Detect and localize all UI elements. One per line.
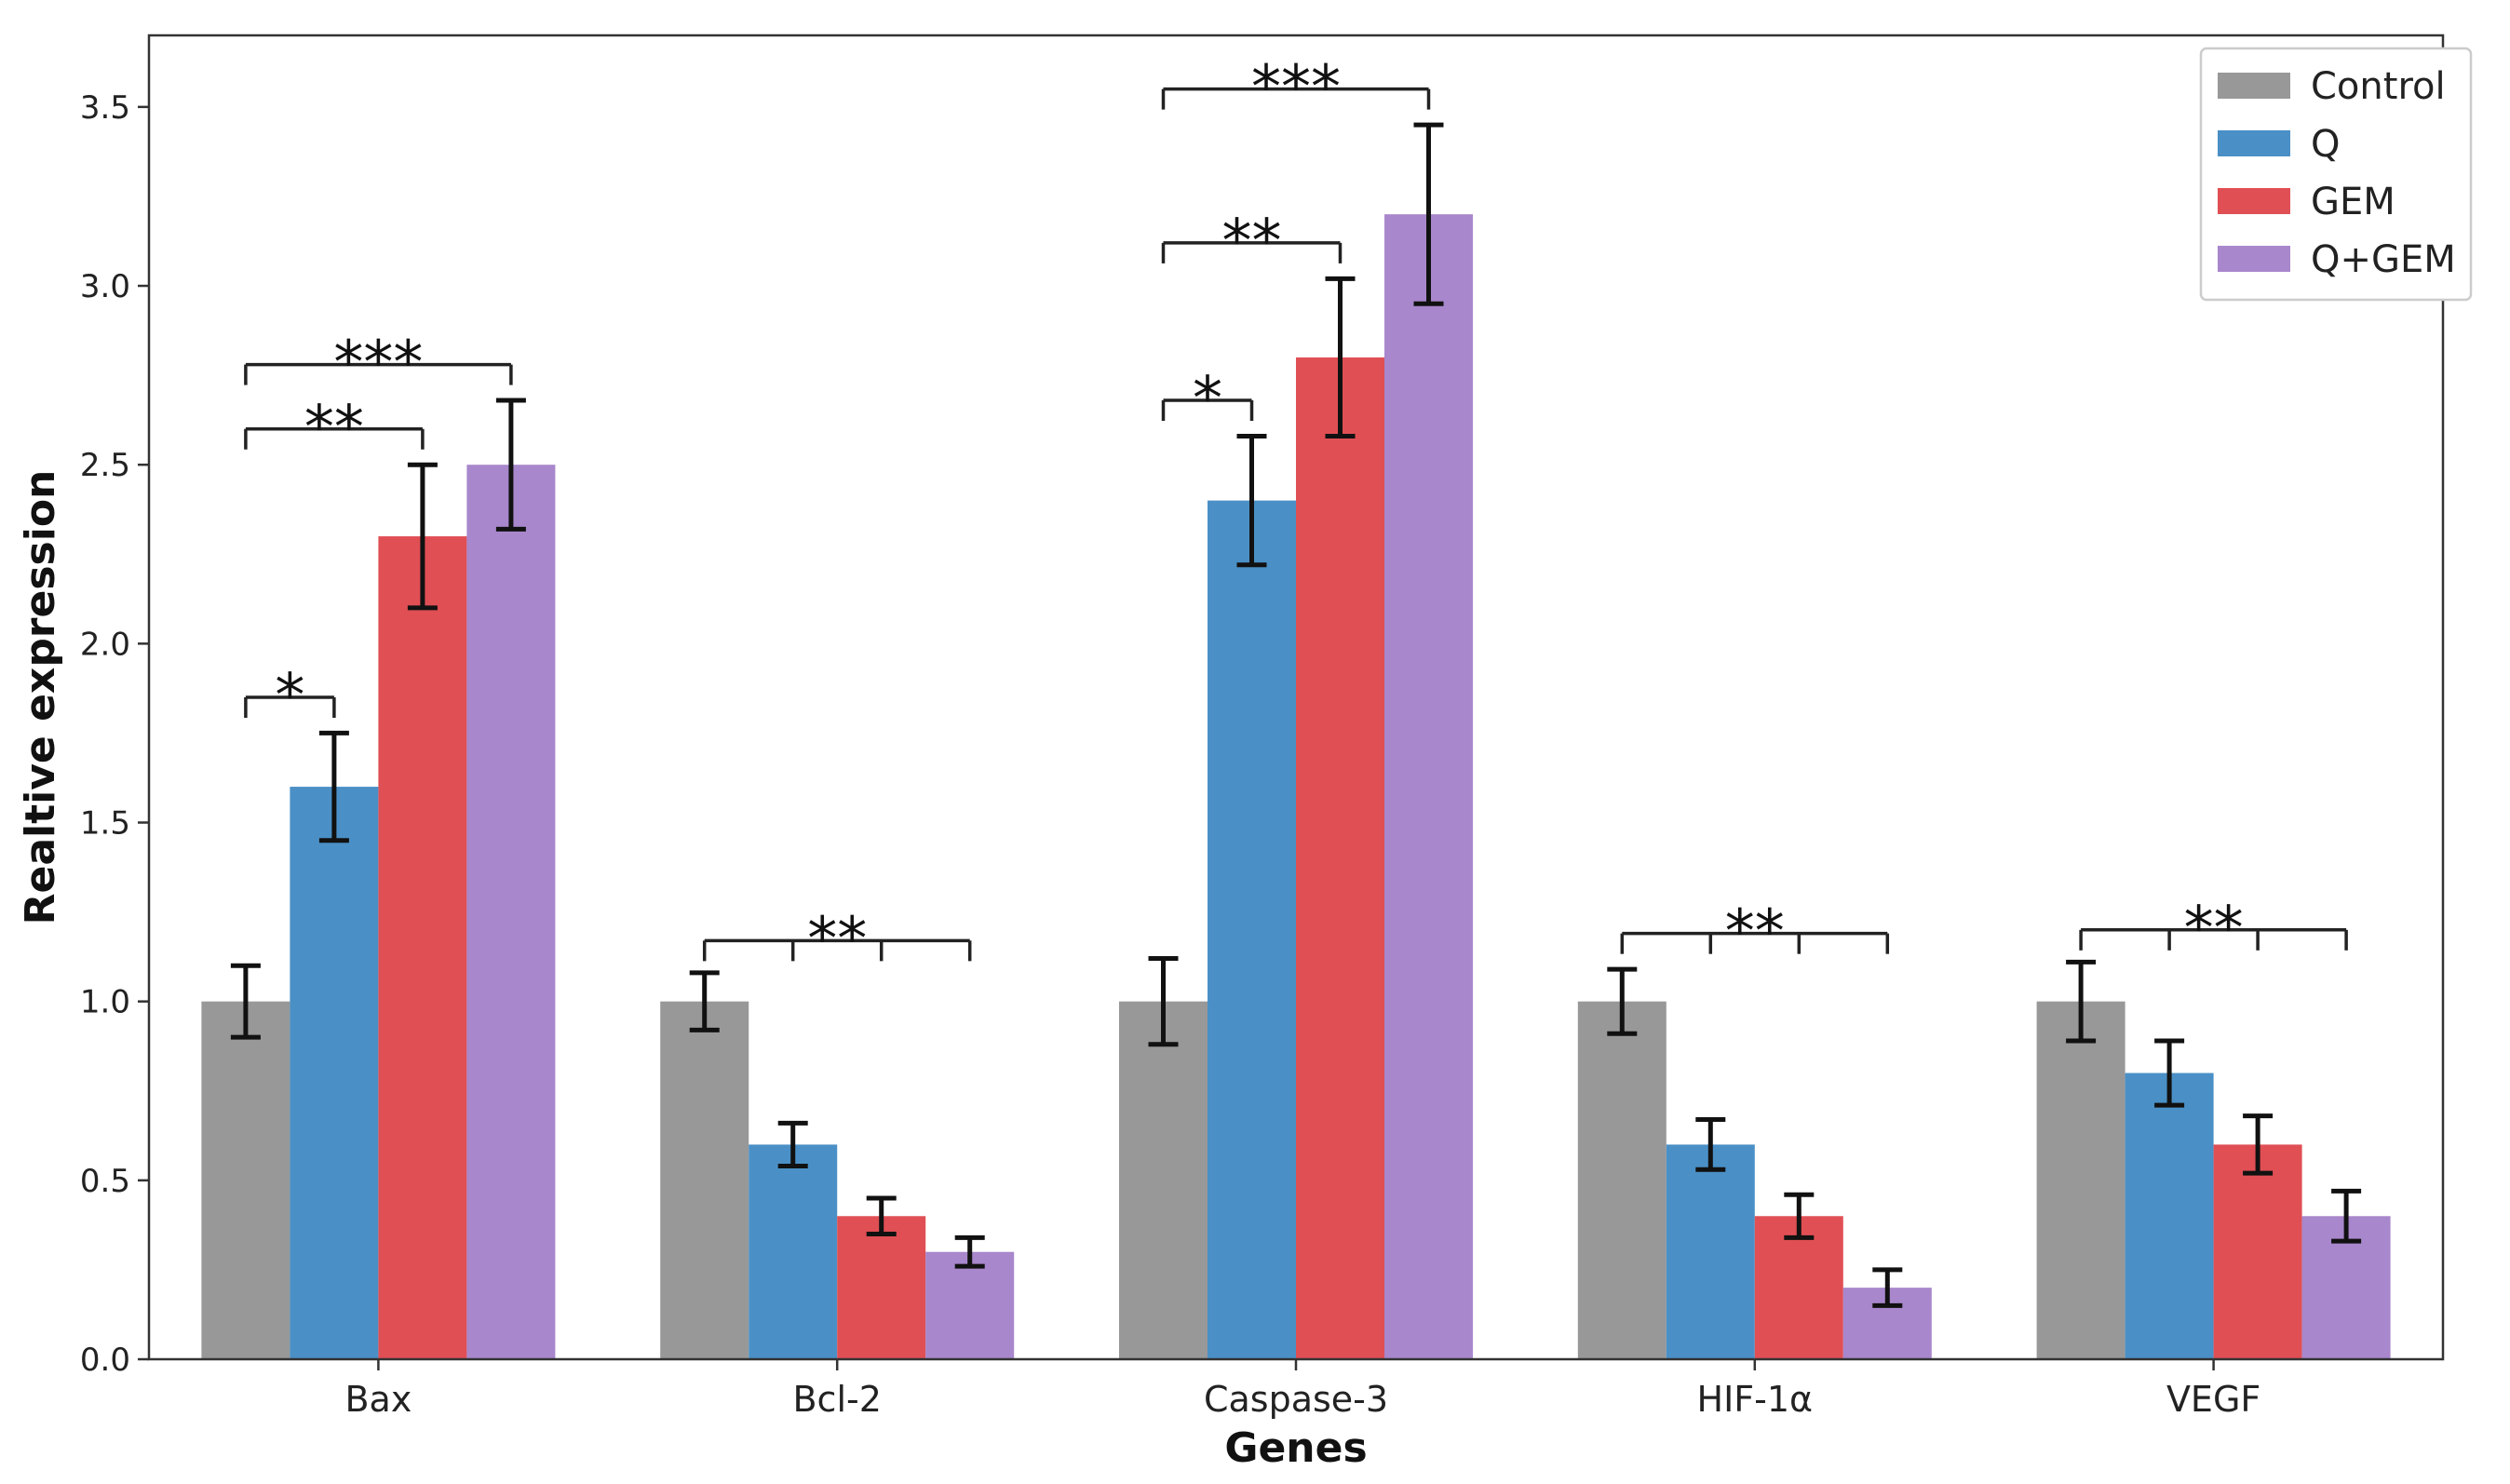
error-bar — [2066, 959, 2097, 1044]
bar-control-2 — [1119, 1001, 1208, 1359]
bar-q-3 — [1666, 1144, 1755, 1359]
significance-label: *** — [333, 330, 423, 398]
y-tick-label: 1.0 — [80, 984, 130, 1021]
error-bar — [2154, 1038, 2185, 1108]
bar-q-gem-1 — [925, 1251, 1015, 1359]
legend-box — [2199, 47, 2473, 302]
x-tick-label: Caspase-3 — [1204, 1379, 1388, 1420]
error-bar — [2331, 1188, 2362, 1244]
y-tick-label: 2.0 — [80, 626, 130, 663]
y-tick-label: 3.5 — [80, 89, 130, 127]
error-bar — [1695, 1117, 1726, 1172]
bar-gem-4 — [2213, 1144, 2302, 1359]
significance-label: * — [1193, 365, 1222, 434]
y-tick-label: 0.5 — [80, 1163, 130, 1200]
bar-control-4 — [2036, 1001, 2125, 1359]
significance-bracket: * — [244, 662, 336, 731]
significance-bracket: *** — [1161, 54, 1431, 123]
y-tick-label: 0.0 — [80, 1342, 130, 1379]
y-tick-label: 2.5 — [80, 447, 130, 484]
error-bar — [495, 398, 526, 532]
significance-bracket: * — [1161, 365, 1254, 434]
x-tick-label: Bcl-2 — [792, 1379, 881, 1420]
error-bar — [866, 1195, 897, 1236]
y-tick-label: 1.5 — [80, 805, 130, 843]
legend-label: Q+GEM — [2311, 238, 2456, 281]
error-bar — [689, 970, 720, 1032]
error-bars-layer — [230, 122, 2362, 1308]
bar-q-1 — [749, 1144, 838, 1359]
bars-layer — [201, 214, 2391, 1360]
bar-q-gem-0 — [466, 465, 556, 1359]
bar-gem-0 — [378, 536, 467, 1359]
y-axis: 0.0 0.5 1.0 1.5 2.0 2.5 3.0 3.5 — [80, 89, 149, 1379]
bar-gem-3 — [1754, 1216, 1843, 1359]
legend-label: GEM — [2311, 181, 2395, 223]
error-bar — [777, 1120, 808, 1168]
bar-q-4 — [2125, 1073, 2214, 1359]
error-bar — [954, 1234, 985, 1269]
significance-layer: **************** ** — [244, 54, 2348, 974]
error-bar — [230, 963, 261, 1040]
bar-q-2 — [1208, 500, 1296, 1359]
legend-swatch — [2218, 73, 2290, 99]
bar-control-3 — [1577, 1001, 1667, 1359]
significance-bracket: ** — [2079, 895, 2348, 964]
bar-q-gem-2 — [1384, 214, 1473, 1360]
error-bar — [1148, 956, 1179, 1047]
significance-label: ** — [1725, 898, 1785, 967]
significance-label: ** — [807, 905, 867, 974]
y-tick-label: 3.0 — [80, 268, 130, 305]
significance-label: ** — [1222, 208, 1282, 277]
x-tick-label: Bax — [344, 1379, 412, 1420]
significance-label: * — [275, 662, 304, 731]
error-bar — [318, 730, 349, 843]
error-bar — [1413, 122, 1444, 306]
legend-label: Q — [2311, 123, 2340, 166]
y-axis-title: Realtive expression — [17, 470, 64, 925]
error-bar — [2243, 1113, 2274, 1176]
legend-label: Control — [2311, 65, 2446, 108]
significance-bracket: ** — [1161, 208, 1343, 277]
significance-label: ** — [2184, 895, 2244, 964]
error-bar — [1872, 1267, 1903, 1308]
significance-label: ** — [304, 394, 364, 463]
error-bar — [407, 462, 438, 611]
significance-label: *** — [1251, 54, 1341, 123]
error-bar — [1236, 433, 1267, 568]
x-axis-title: Genes — [1224, 1424, 1367, 1472]
error-bar — [1325, 276, 1356, 438]
legend-swatch — [2218, 188, 2290, 214]
bar-q-0 — [290, 787, 379, 1359]
error-bar — [1607, 966, 1638, 1036]
x-axis: Bax Bcl-2 Caspase-3 HIF-1α VEGF — [344, 1359, 2260, 1420]
significance-bracket: ** — [702, 905, 972, 974]
significance-bracket: ** — [244, 394, 425, 463]
bar-gem-2 — [1296, 357, 1384, 1360]
legend-swatch — [2218, 246, 2290, 272]
bar-control-0 — [201, 1001, 290, 1359]
significance-bracket: *** — [244, 330, 513, 398]
legend-swatch — [2218, 130, 2290, 156]
x-tick-label: VEGF — [2166, 1379, 2260, 1420]
error-bar — [1784, 1192, 1815, 1240]
significance-bracket: ** — [1620, 898, 1890, 967]
bar-gem-1 — [837, 1216, 926, 1359]
legend: Control Q GEM Q+GEM — [2199, 47, 2473, 302]
bar-control-1 — [660, 1001, 749, 1359]
x-tick-label: HIF-1α — [1697, 1379, 1814, 1420]
